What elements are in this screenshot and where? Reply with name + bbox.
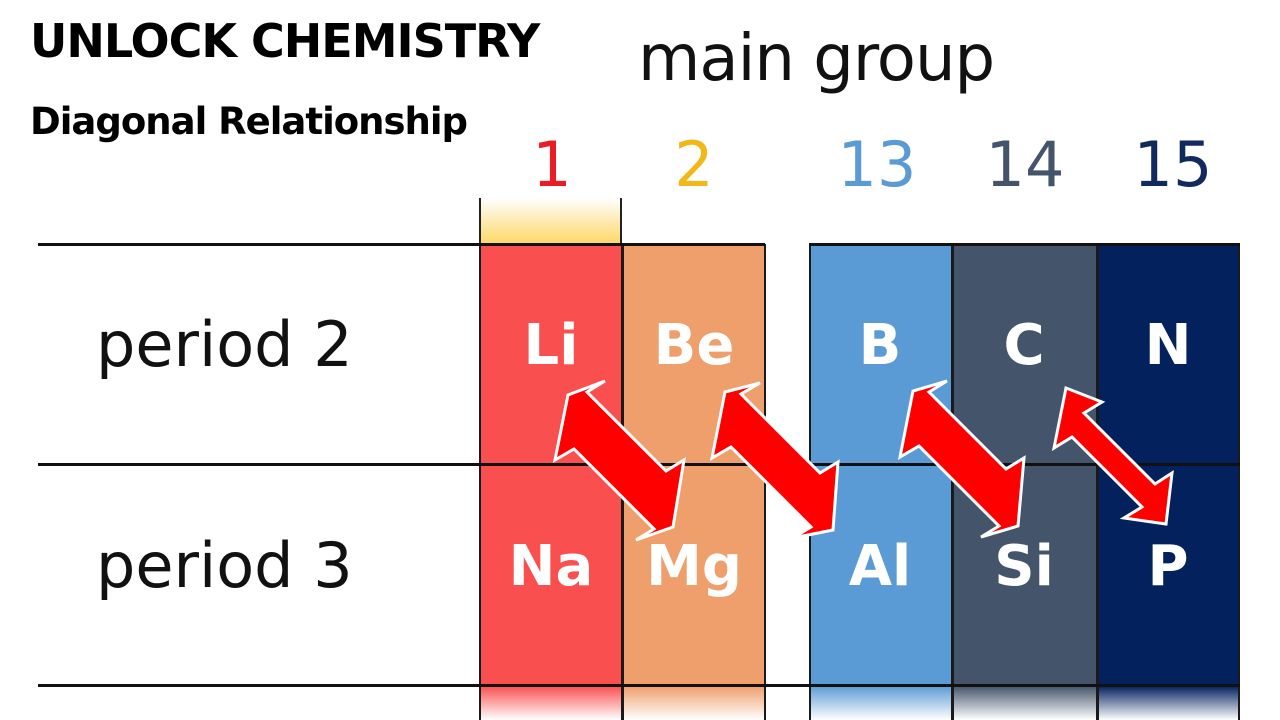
element-n: N bbox=[1144, 313, 1192, 378]
group-number-13: 13 bbox=[837, 128, 917, 201]
column-divider bbox=[479, 244, 481, 720]
period-2-label: period 2 bbox=[96, 308, 353, 381]
element-p: P bbox=[1147, 534, 1189, 599]
group-1-highlight-left-edge bbox=[479, 198, 481, 244]
period-line-top bbox=[38, 243, 765, 246]
subtitle: Diagonal Relationship bbox=[30, 100, 468, 143]
period-3-label: period 3 bbox=[96, 529, 353, 602]
brand-title: UNLOCK CHEMISTRY bbox=[30, 14, 540, 68]
element-b: B bbox=[858, 313, 902, 378]
element-be: Be bbox=[653, 313, 735, 378]
group-number-1: 1 bbox=[532, 128, 572, 201]
element-al: Al bbox=[848, 534, 912, 599]
element-li: Li bbox=[523, 313, 579, 378]
diagonal-arrow-be-al bbox=[709, 381, 840, 540]
group-number-15: 15 bbox=[1133, 128, 1213, 201]
group-1-highlight-right-edge bbox=[620, 198, 622, 244]
column-divider bbox=[1096, 244, 1099, 720]
group-14-fade bbox=[953, 686, 1096, 720]
period-line-top-right bbox=[809, 243, 1240, 246]
element-na: Na bbox=[508, 534, 594, 599]
group-13-fade bbox=[810, 686, 951, 720]
main-group-heading: main group bbox=[638, 22, 995, 96]
element-mg: Mg bbox=[646, 534, 742, 599]
column-divider bbox=[1238, 244, 1240, 720]
group-number-2: 2 bbox=[674, 128, 714, 201]
group-number-14: 14 bbox=[985, 128, 1065, 201]
group-2-fade bbox=[624, 686, 765, 720]
element-c: C bbox=[1003, 313, 1045, 378]
group-1-highlight bbox=[481, 198, 622, 244]
diagonal-arrow-c-p bbox=[1051, 385, 1174, 526]
column-divider bbox=[951, 244, 954, 720]
period-line-bottom bbox=[38, 684, 1240, 687]
group-1-fade bbox=[481, 686, 622, 720]
diagonal-arrow-b-si bbox=[897, 379, 1026, 539]
diagonal-arrow-li-mg bbox=[552, 379, 687, 542]
element-si: Si bbox=[994, 534, 1054, 599]
group-15-fade bbox=[1098, 686, 1239, 720]
